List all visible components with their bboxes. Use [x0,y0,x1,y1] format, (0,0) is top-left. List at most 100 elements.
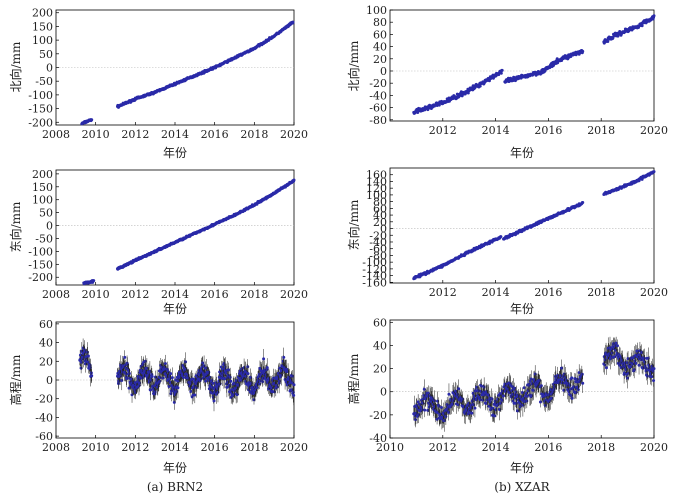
data-point [211,381,215,385]
data-point [158,376,162,380]
x-tick-label: 2010 [82,441,110,454]
data-point [533,372,537,376]
data-point [473,406,477,410]
y-tick-label: 60 [373,28,387,41]
x-tick-label: 2012 [429,441,457,454]
y-tick-label: 0 [380,65,387,78]
y-tick-label: -20 [35,393,53,406]
y-tick-label: -160 [362,276,387,289]
data-point [416,400,420,404]
data-point [484,401,488,405]
data-point [246,372,250,376]
data-point [169,392,173,396]
x-tick-label: 2012 [429,124,457,137]
data-point [650,375,654,379]
y-tick-label: 140 [366,175,387,188]
x-axis-label: 年份 [163,302,187,316]
data-point [163,362,167,366]
data-point [427,405,431,409]
data-point [286,370,290,374]
y-axis-label: 北向/mm [346,40,361,91]
data-point [604,366,608,370]
data-point [612,342,616,346]
y-tick-label: 100 [32,34,53,47]
data-point [457,387,461,391]
y-tick-label: -140 [362,270,387,283]
data-point [118,373,122,377]
data-point [426,391,430,395]
data-point [500,68,504,72]
data-point [439,405,443,409]
data-point [513,386,517,390]
x-tick-label: 2008 [42,128,70,141]
data-point [574,390,578,394]
data-point [493,399,497,403]
data-point [204,366,208,370]
data-point [182,375,186,379]
plot-frame [389,9,655,122]
plot-frame [55,169,295,286]
data-points [412,336,656,432]
data-point [417,413,421,417]
data-point [272,390,276,394]
x-tick-label: 2014 [161,288,189,301]
data-point [218,382,222,386]
x-tick-label: 2016 [201,441,229,454]
data-point [499,401,503,405]
x-tick-label: 2012 [121,288,149,301]
data-point [461,397,465,401]
x-tick-label: 2008 [42,441,70,454]
data-point [292,178,296,182]
y-tick-label: 120 [366,182,387,195]
data-point [262,357,266,361]
data-point [444,414,448,418]
data-point [161,376,165,380]
x-tick-label: 2016 [201,128,229,141]
data-point [261,380,265,384]
data-point [637,363,641,367]
y-tick-label: 160 [366,169,387,182]
x-tick-label: 2014 [482,124,510,137]
data-point [191,377,195,381]
data-point [201,361,205,365]
x-axis-label: 年份 [163,461,187,475]
data-point [228,375,232,379]
data-point [581,49,585,53]
x-tick-label: 2012 [121,441,149,454]
y-tick-label: -200 [28,271,53,284]
data-point [652,170,656,174]
data-point [576,388,580,392]
data-point [634,361,638,365]
x-tick-label: 2014 [161,128,189,141]
data-point [423,408,427,412]
data-point [437,103,441,107]
data-points [80,20,295,126]
panel-brn2-up: 高程/mm 年份 2008 2010 2012 2014 2016 2018 2020 -60… [8,318,308,475]
data-point [88,363,92,367]
data-point [470,411,474,415]
panel-xzar-east: 东向/mm 年份 2012 2014 2016 2018 2020 -160-140-12… [346,167,668,316]
x-tick-label: 2014 [482,441,510,454]
y-tick-label: -40 [35,411,53,424]
data-point [194,386,198,390]
data-points [82,178,296,286]
y-tick-label: 50 [39,48,53,61]
data-point [502,394,506,398]
data-point [575,377,579,381]
y-tick-label: 40 [373,339,387,352]
y-tick-label: -150 [28,258,53,271]
x-tick-label: 2014 [482,286,510,299]
data-point [422,387,426,391]
data-point [561,375,565,379]
y-axis-label: 东向/mm [346,199,361,250]
data-point [522,386,526,390]
y-tick-label: -20 [369,409,387,422]
y-tick-label: -40 [369,432,387,445]
data-point [292,383,296,387]
data-point [219,365,223,369]
data-point [235,393,239,397]
data-point [212,399,216,403]
y-tick-label: 20 [373,363,387,376]
data-point [510,385,514,389]
y-tick-label: 200 [32,168,53,181]
